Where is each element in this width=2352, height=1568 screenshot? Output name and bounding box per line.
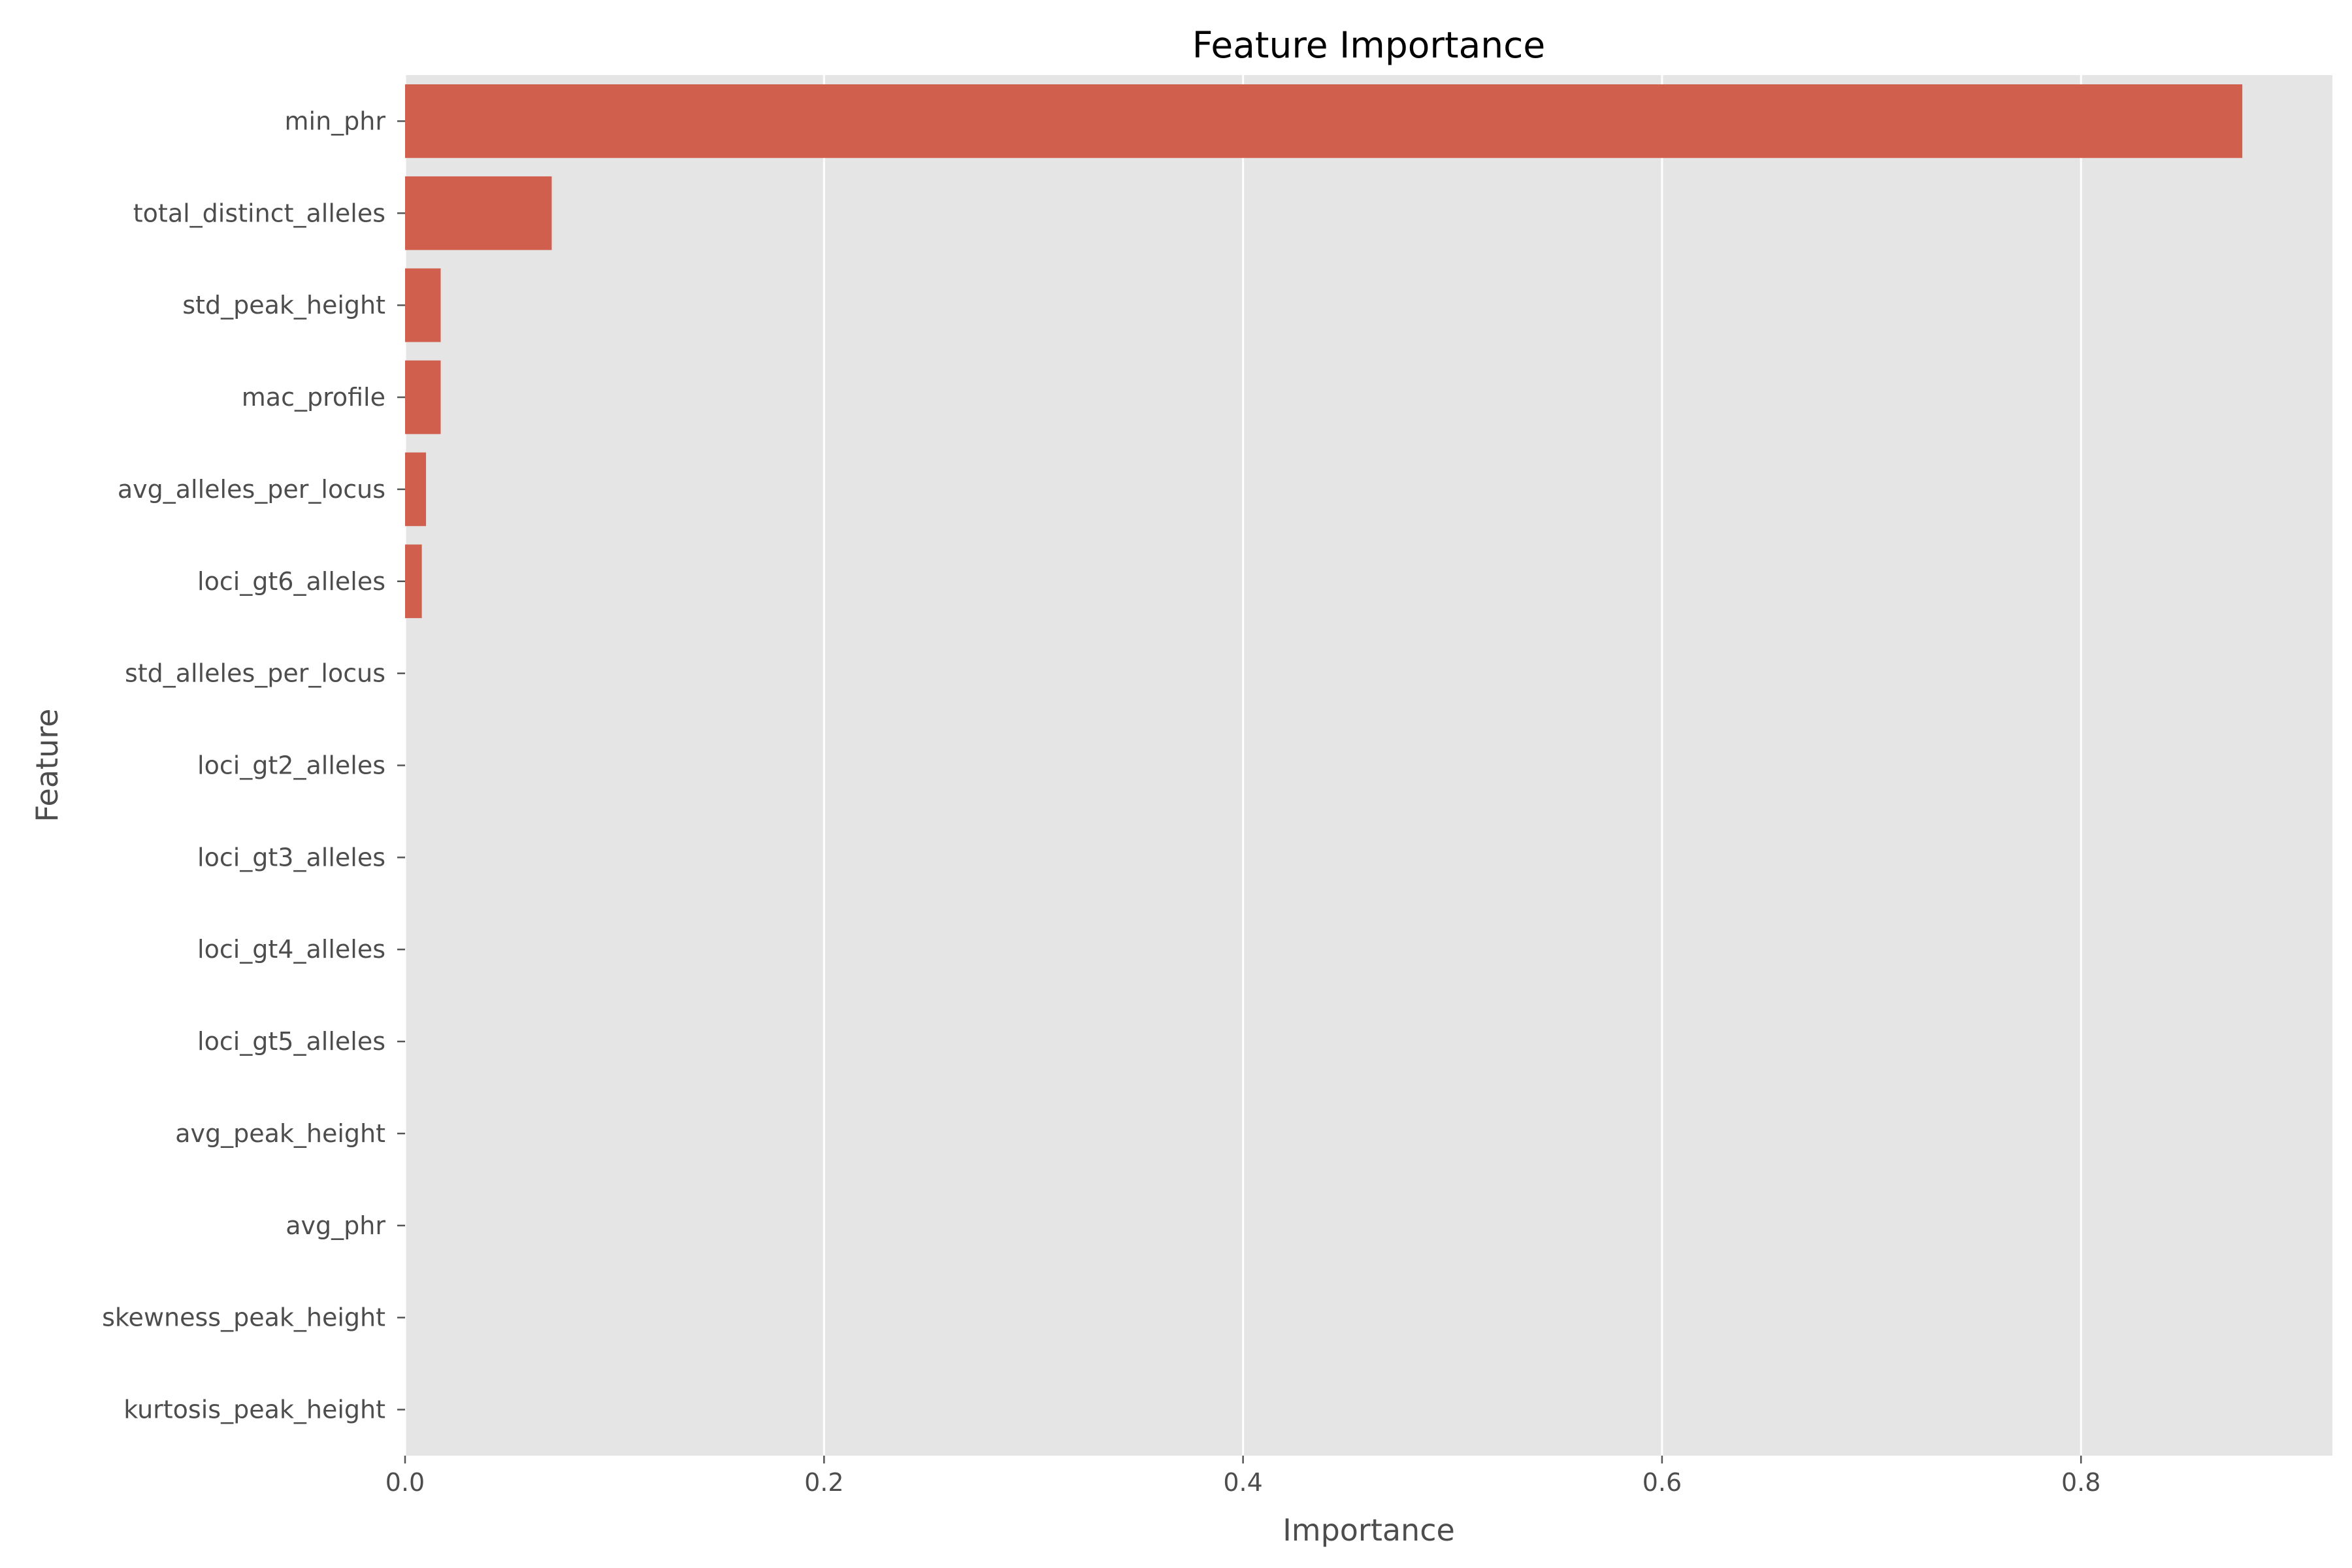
x-tick-label: 0.8 xyxy=(2061,1468,2100,1497)
y-tick-label: loci_gt6_alleles xyxy=(197,567,385,596)
y-tick-label: std_peak_height xyxy=(182,291,385,319)
x-tick-label: 0.6 xyxy=(1642,1468,1682,1497)
bar-mac-profile xyxy=(405,360,441,434)
y-tick-label: avg_alleles_per_locus xyxy=(118,475,385,504)
y-tick-label: loci_gt2_alleles xyxy=(197,751,385,780)
y-tick-label: std_alleles_per_locus xyxy=(125,659,385,688)
y-tick-label: avg_peak_height xyxy=(175,1119,385,1148)
bars xyxy=(405,84,2243,619)
x-tick-label: 0.0 xyxy=(385,1468,425,1497)
y-tick-label: avg_phr xyxy=(286,1211,385,1240)
x-tick-label: 0.2 xyxy=(804,1468,843,1497)
y-axis-ticks: min_phr total_distinct_alleles std_peak_he… xyxy=(102,106,405,1424)
plot-background xyxy=(405,75,2332,1456)
chart-title: Feature Importance xyxy=(1192,24,1546,66)
y-tick-label: loci_gt4_alleles xyxy=(197,935,385,964)
bar-min-phr xyxy=(405,84,2243,158)
y-tick-label: kurtosis_peak_height xyxy=(123,1396,385,1424)
bar-total-distinct-alleles xyxy=(405,176,552,250)
y-tick-label: loci_gt5_alleles xyxy=(197,1027,385,1056)
y-tick-label: mac_profile xyxy=(242,383,385,412)
x-axis-ticks: 0.0 0.2 0.4 0.6 0.8 xyxy=(385,1456,2100,1497)
bar-loci-gt6-alleles xyxy=(405,544,422,619)
y-axis-label: Feature xyxy=(29,709,65,823)
bar-avg-alleles-per-locus xyxy=(405,452,427,527)
y-tick-label: min_phr xyxy=(285,106,386,135)
y-tick-label: total_distinct_alleles xyxy=(133,199,385,227)
y-tick-label: skewness_peak_height xyxy=(102,1303,385,1332)
x-tick-label: 0.4 xyxy=(1223,1468,1262,1497)
y-tick-label: loci_gt3_alleles xyxy=(197,843,385,872)
bar-std-peak-height xyxy=(405,268,441,342)
x-axis-label: Importance xyxy=(1282,1512,1455,1548)
